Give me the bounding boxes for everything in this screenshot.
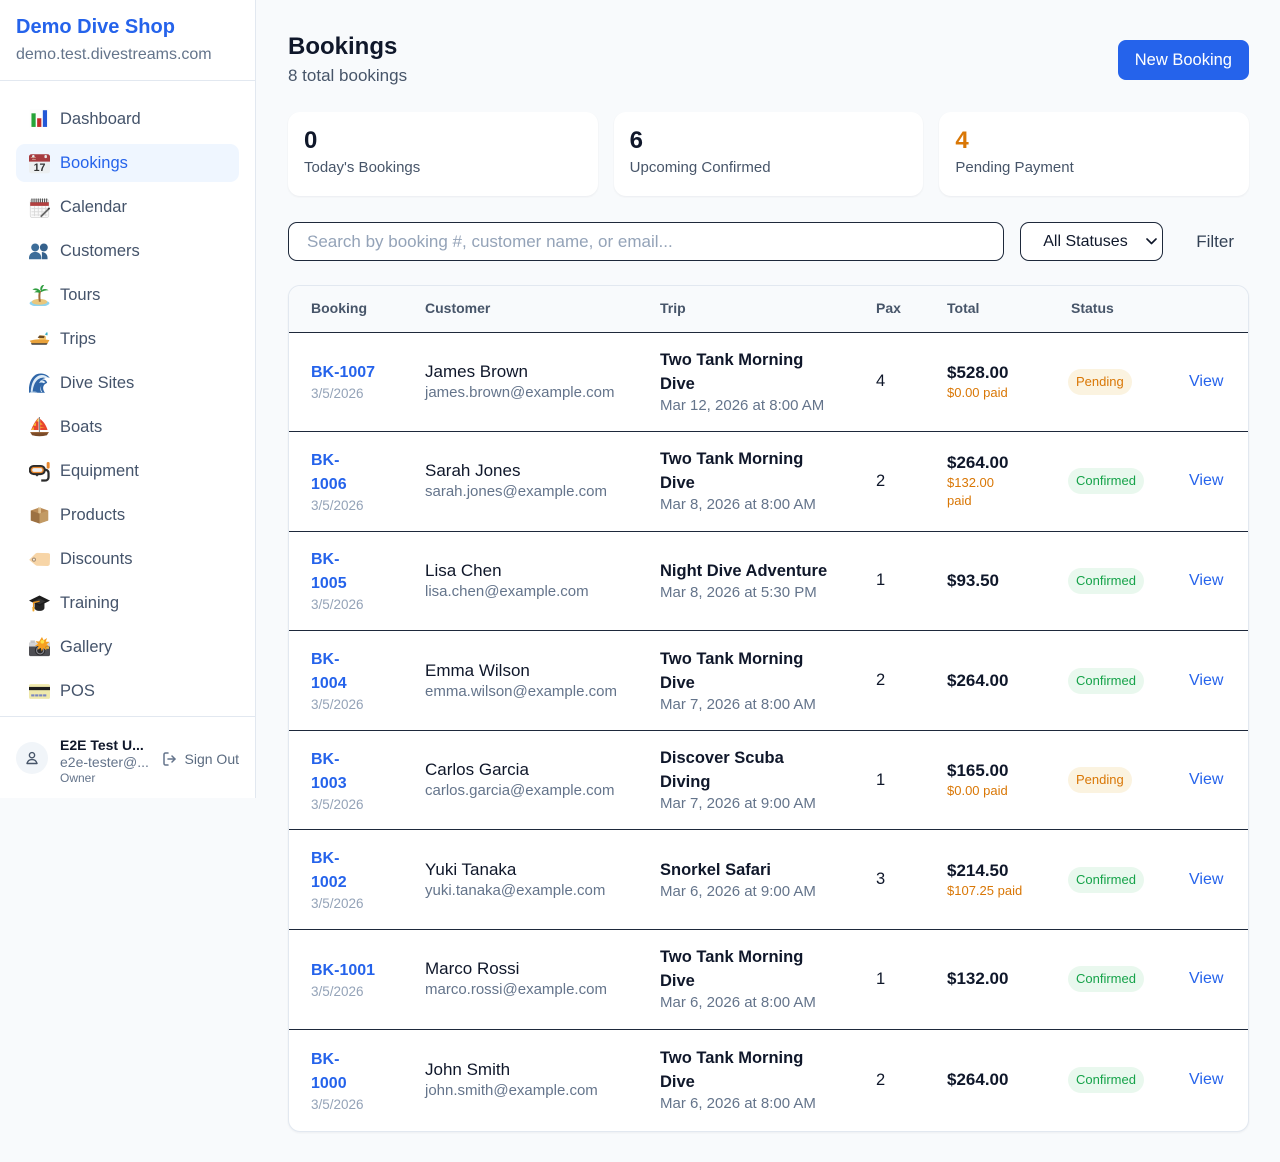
svg-text:17: 17: [34, 161, 46, 173]
